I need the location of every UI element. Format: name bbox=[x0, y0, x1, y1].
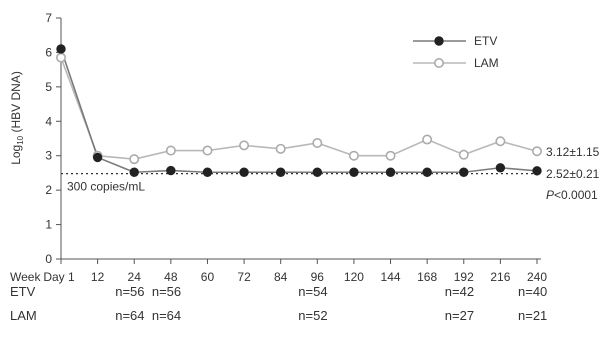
data-point-lam bbox=[422, 134, 433, 145]
y-tick-label: 4 bbox=[45, 114, 52, 128]
n-row-label-etv: ETV bbox=[10, 284, 36, 299]
p-value-number: <0.0001 bbox=[554, 188, 598, 202]
x-tick-label: 60 bbox=[201, 270, 215, 284]
data-point-etv bbox=[275, 167, 286, 177]
x-tick-label: Day 1 bbox=[43, 270, 75, 284]
legend: ETV LAM bbox=[413, 34, 499, 70]
y-tick-label: 5 bbox=[45, 80, 52, 94]
data-point-lam bbox=[165, 145, 176, 156]
lam-end-annotation: 3.12±1.15 bbox=[546, 145, 600, 159]
data-point-etv bbox=[129, 167, 139, 177]
n-count-etv: n=54 bbox=[298, 284, 328, 299]
x-tick-label: 240 bbox=[527, 270, 547, 284]
x-axis-label: Week bbox=[10, 270, 41, 284]
x-tick-label: 24 bbox=[128, 270, 142, 284]
data-point-etv bbox=[56, 44, 66, 54]
n-count-etv: n=40 bbox=[518, 284, 548, 299]
data-point-etv bbox=[422, 167, 432, 177]
data-point-lam bbox=[202, 145, 213, 156]
x-tick-label: 96 bbox=[311, 270, 325, 284]
data-point-lam bbox=[129, 154, 140, 165]
data-point-lam bbox=[385, 150, 396, 161]
data-point-lam bbox=[239, 140, 250, 151]
series-line-etv bbox=[60, 48, 538, 174]
data-point-lam bbox=[312, 137, 323, 148]
y-label-base: Log bbox=[9, 145, 23, 165]
n-count-lam: n=52 bbox=[298, 308, 328, 323]
data-point-lam bbox=[458, 149, 469, 160]
y-label-rest: (HBV DNA) bbox=[9, 71, 23, 136]
n-count-etv: n=56 bbox=[151, 284, 182, 299]
y-tick-label: 1 bbox=[45, 218, 52, 232]
y-tick-label: 6 bbox=[45, 45, 52, 59]
legend-label-etv: ETV bbox=[474, 34, 497, 48]
data-point-etv bbox=[166, 165, 176, 176]
y-ticks: 0 1 2 3 4 5 6 7 bbox=[45, 11, 61, 266]
legend-label-lam: LAM bbox=[474, 56, 499, 70]
n-count-lam: n=64 bbox=[151, 308, 182, 323]
data-point-lam bbox=[531, 146, 542, 157]
series-line-lam bbox=[60, 57, 538, 160]
data-point-etv bbox=[459, 167, 469, 177]
legend-marker-lam bbox=[433, 57, 444, 68]
y-tick-label: 3 bbox=[45, 149, 52, 163]
data-point-lam bbox=[495, 136, 506, 147]
y-axis-label: Log10 (HBV DNA) bbox=[9, 71, 25, 165]
n-count-etv: n=56 bbox=[115, 284, 145, 299]
data-point-etv bbox=[202, 167, 213, 177]
y-tick-label: 2 bbox=[45, 183, 52, 197]
x-tick-label: 84 bbox=[274, 270, 288, 284]
axes bbox=[60, 18, 541, 260]
x-tick-label: 168 bbox=[417, 270, 437, 284]
x-tick-label: 48 bbox=[164, 270, 178, 284]
reference-line-label: 300 copies/mL bbox=[67, 180, 145, 194]
data-point-lam bbox=[55, 52, 66, 63]
n-count-lam: n=21 bbox=[518, 308, 548, 323]
annotations: 3.12±1.15 2.52±0.21 P<0.0001 bbox=[546, 145, 600, 202]
x-tick-label: 12 bbox=[91, 270, 105, 284]
x-tick-label: 144 bbox=[381, 270, 401, 284]
data-point-etv bbox=[349, 167, 359, 177]
p-value-annotation: P<0.0001 bbox=[546, 188, 598, 202]
p-value-symbol: P bbox=[546, 188, 554, 202]
n-row-label-lam: LAM bbox=[10, 308, 37, 323]
x-tick-label: 120 bbox=[344, 270, 364, 284]
data-point-etv bbox=[239, 167, 249, 177]
data-point-etv bbox=[92, 152, 103, 163]
data-point-lam bbox=[348, 150, 359, 161]
x-tick-label: 216 bbox=[490, 270, 510, 284]
data-point-etv bbox=[495, 163, 506, 173]
y-label-subscript: 10 bbox=[16, 135, 25, 144]
etv-end-annotation: 2.52±0.21 bbox=[546, 167, 600, 181]
y-tick-label: 7 bbox=[45, 11, 52, 25]
data-point-etv bbox=[312, 167, 323, 177]
legend-marker-etv bbox=[434, 36, 444, 46]
x-tick-label: 72 bbox=[237, 270, 251, 284]
n-count-lam: n=27 bbox=[444, 308, 475, 323]
x-tick-label: 192 bbox=[454, 270, 474, 284]
n-count-etv: n=42 bbox=[444, 284, 475, 299]
x-ticks: Week Day 1 12 24 48 60 72 84 96 120 144 168 192 216 24… bbox=[10, 259, 547, 284]
series-group bbox=[55, 44, 542, 177]
y-tick-label: 0 bbox=[45, 252, 52, 266]
data-point-lam bbox=[275, 143, 286, 154]
data-point-etv bbox=[385, 167, 396, 177]
n-count-lam: n=64 bbox=[115, 308, 145, 323]
data-point-etv bbox=[532, 166, 542, 176]
